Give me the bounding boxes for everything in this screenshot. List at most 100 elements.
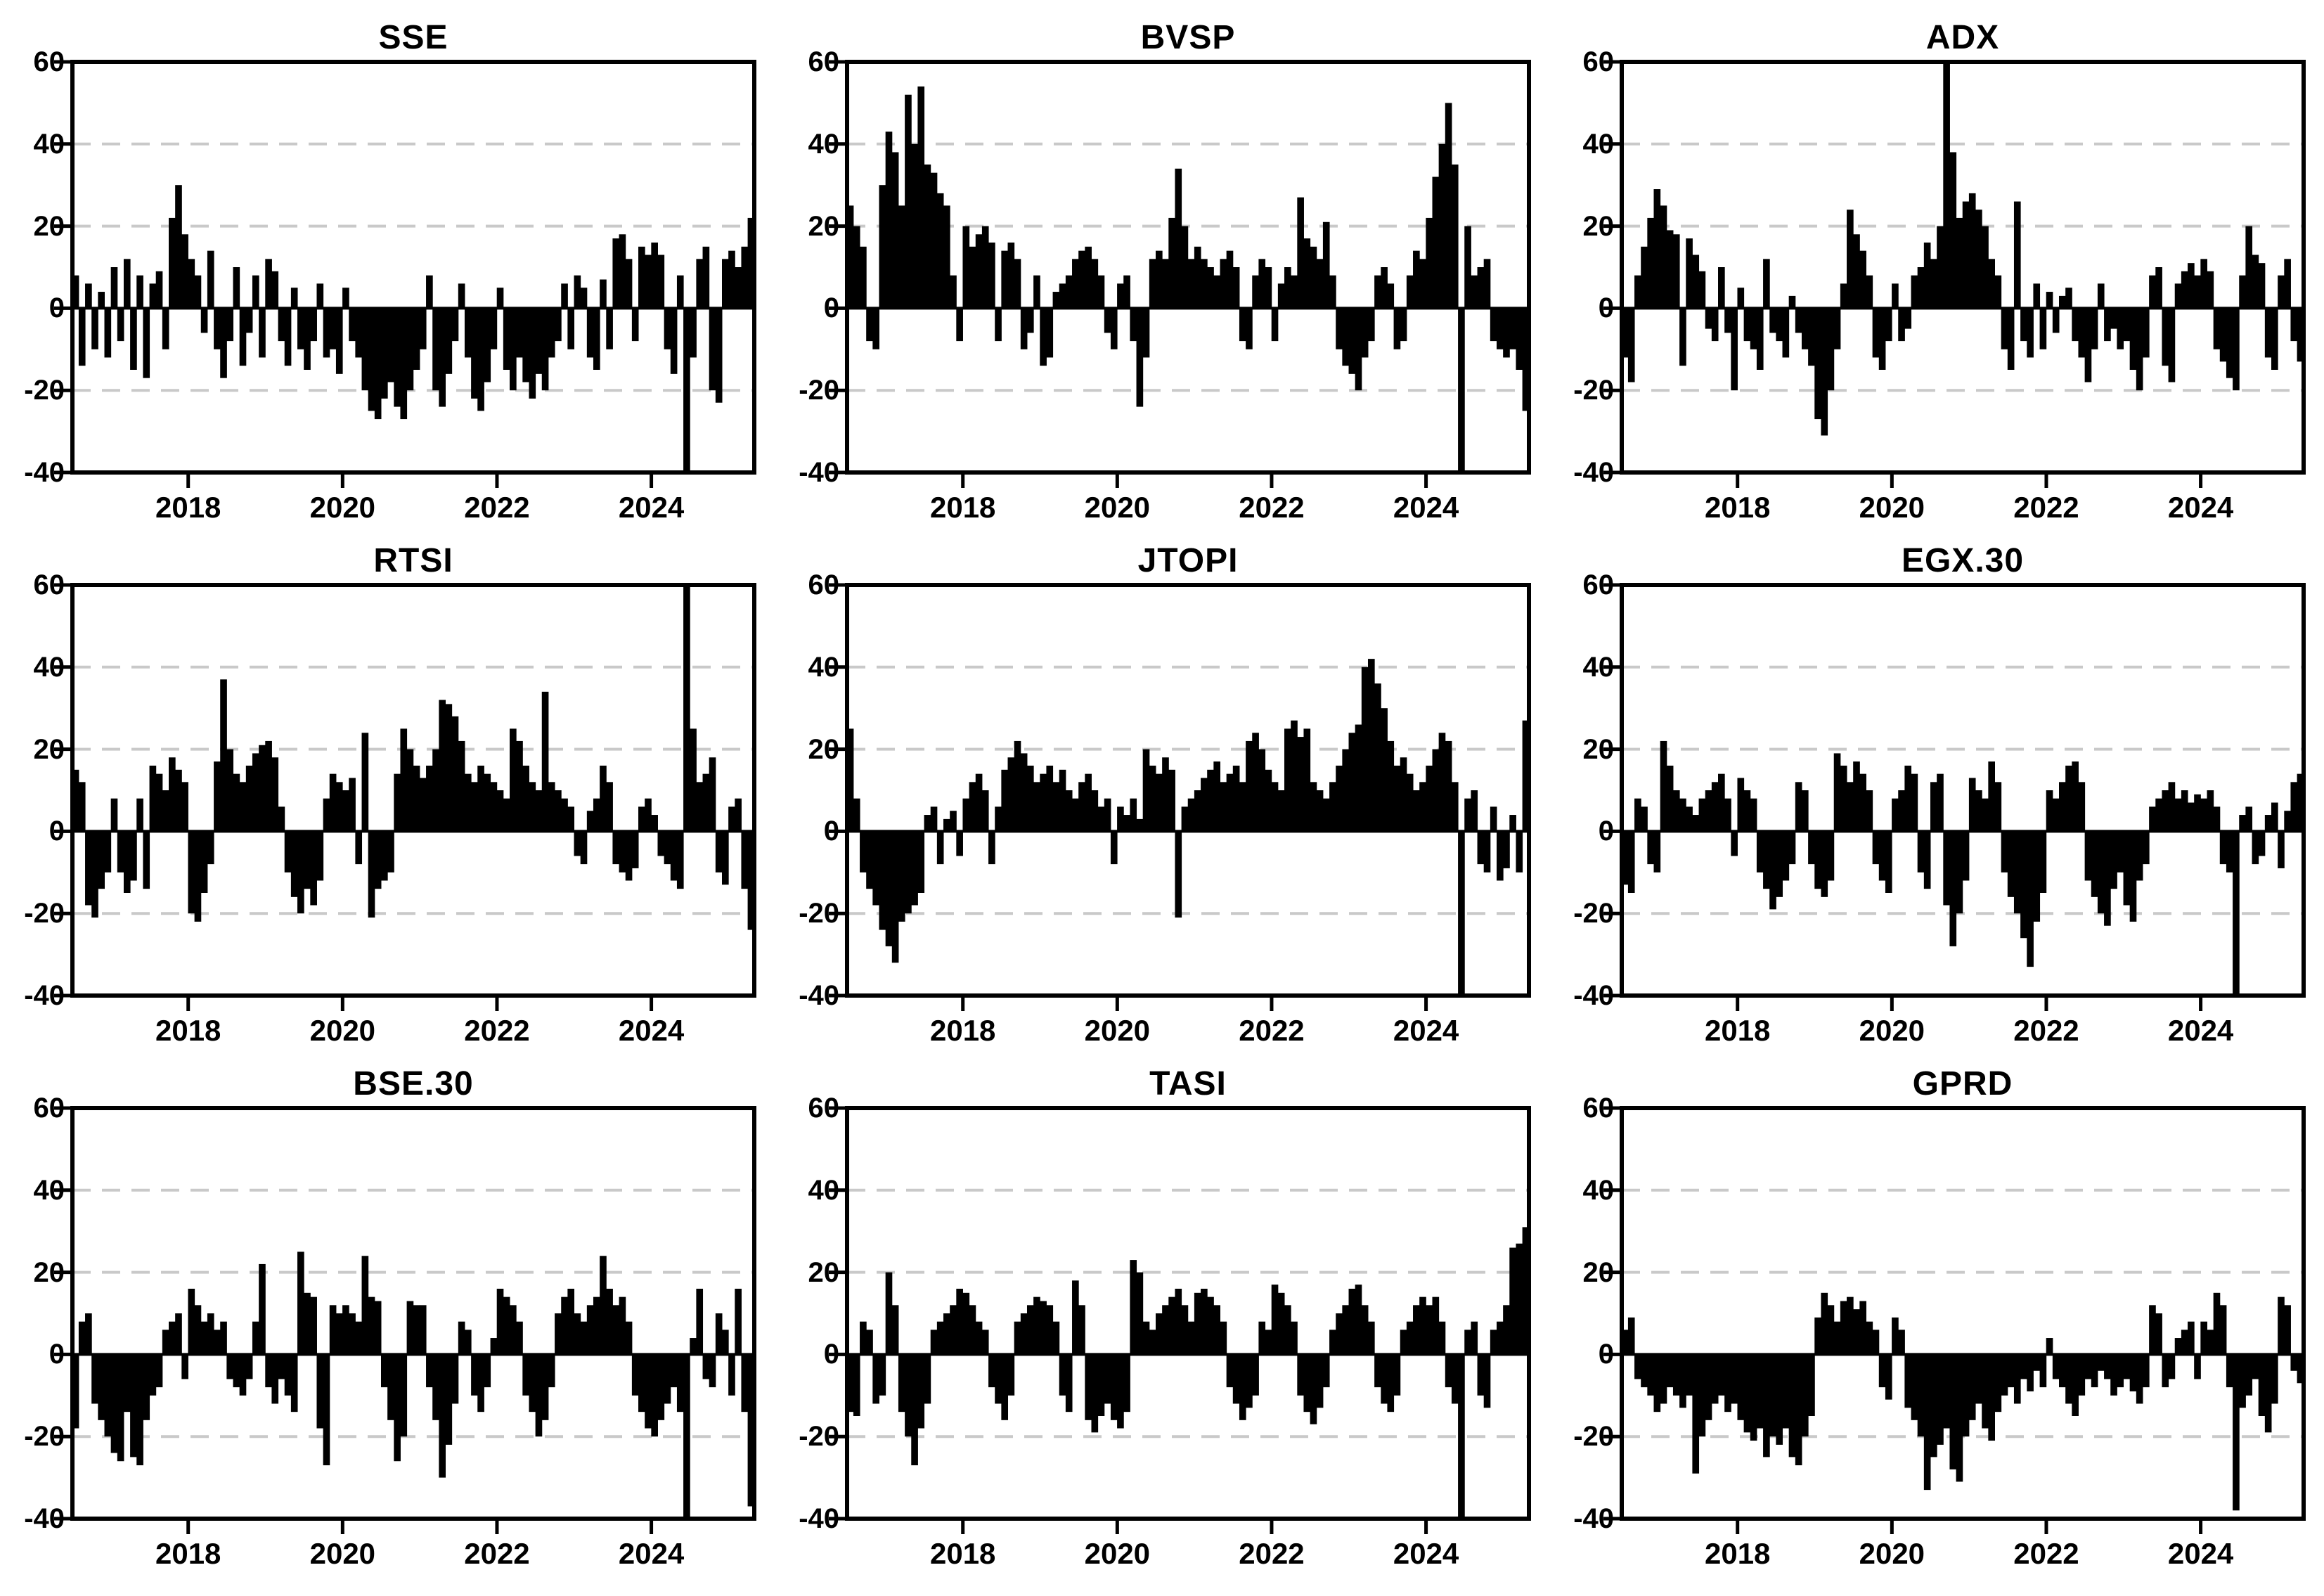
- bar: [2290, 308, 2298, 342]
- bar: [1406, 773, 1414, 832]
- bar: [162, 1330, 169, 1355]
- bar: [1692, 815, 1700, 832]
- bar: [406, 308, 414, 391]
- bar: [1471, 1321, 1478, 1355]
- bar: [709, 1354, 716, 1388]
- bar: [1885, 308, 1892, 342]
- bar: [1949, 831, 1957, 946]
- bar: [1052, 1321, 1060, 1355]
- bar: [445, 704, 453, 832]
- bar: [207, 831, 214, 865]
- bar: [2001, 308, 2008, 349]
- bar: [715, 308, 723, 403]
- y-tick-label: -40: [24, 457, 65, 488]
- bar: [1769, 308, 1776, 333]
- bar: [905, 1354, 912, 1437]
- bar: [1040, 773, 1047, 832]
- y-tick-label: 20: [33, 733, 65, 765]
- bar: [1297, 197, 1304, 309]
- bar: [175, 1313, 182, 1355]
- bar: [1853, 1309, 1860, 1355]
- bar: [2284, 811, 2291, 832]
- chart-title: ADX: [1925, 19, 2000, 56]
- bar: [1252, 275, 1259, 309]
- bar: [1641, 1354, 1648, 1388]
- y-tick-label: 60: [1582, 46, 1615, 77]
- bars-group: [846, 659, 1530, 996]
- bar: [136, 798, 143, 832]
- bar: [1968, 193, 1976, 309]
- bar: [381, 1354, 388, 1388]
- y-tick-label: -40: [799, 1503, 839, 1534]
- bar: [1660, 740, 1667, 832]
- y-tick-label: 60: [1582, 1093, 1615, 1124]
- bar: [1923, 242, 1931, 309]
- bar: [1892, 283, 1899, 309]
- bar: [1898, 790, 1905, 832]
- bars-group: [846, 86, 1530, 472]
- y-tick-label: 20: [808, 1256, 840, 1288]
- bar: [1026, 1305, 1034, 1355]
- x-tick-label: 2020: [309, 1537, 376, 1570]
- y-tick-label: 60: [33, 569, 65, 600]
- bar: [1336, 308, 1343, 349]
- bar: [1258, 259, 1266, 309]
- bar: [1956, 1354, 1963, 1482]
- x-tick-label: 2022: [1239, 491, 1305, 524]
- bar: [1277, 1292, 1285, 1355]
- bar: [1246, 1354, 1253, 1408]
- bar: [1937, 773, 1944, 832]
- bar: [2226, 1354, 2233, 1388]
- bar: [2001, 1354, 2008, 1396]
- bar: [1020, 1313, 1028, 1355]
- bar: [516, 308, 523, 358]
- bar: [2027, 308, 2034, 358]
- bar: [2200, 1321, 2207, 1355]
- y-tick-label: -20: [24, 1421, 65, 1453]
- bar: [2020, 308, 2027, 342]
- y-tick-label: 20: [808, 210, 840, 242]
- bar: [175, 185, 182, 309]
- bar: [1672, 790, 1680, 832]
- y-tick-label: 40: [33, 651, 65, 683]
- bar: [1400, 1330, 1407, 1355]
- bar: [1686, 806, 1693, 832]
- bar: [2233, 1354, 2240, 1511]
- x-tick-label: 2022: [464, 491, 530, 524]
- bar: [1859, 250, 1866, 309]
- bar: [1698, 798, 1706, 832]
- bar: [2239, 275, 2246, 309]
- bar: [600, 765, 607, 832]
- bar: [310, 1296, 317, 1355]
- y-tick-label: 40: [33, 1174, 65, 1206]
- bar: [1994, 1354, 2002, 1412]
- bar: [1956, 831, 1963, 914]
- bar: [1187, 1321, 1195, 1355]
- bar: [432, 308, 439, 391]
- bar: [950, 1305, 957, 1355]
- bar: [529, 308, 536, 399]
- bar: [917, 86, 925, 309]
- chart-panel-rtsi: RTSI 60 40 20 0 -20 -40 2018 2020 2022 2024: [0, 523, 775, 1046]
- bar: [169, 1321, 176, 1355]
- bar: [555, 790, 562, 832]
- bar: [1271, 308, 1279, 342]
- bar: [2271, 802, 2278, 832]
- bar: [413, 308, 420, 370]
- y-tick-label: -20: [1573, 375, 1614, 406]
- bar: [1782, 1354, 1790, 1429]
- x-tick-label: 2022: [1239, 1014, 1305, 1047]
- y-tick-label: 20: [33, 1256, 65, 1288]
- bar: [1943, 62, 1950, 309]
- bar: [1277, 790, 1285, 832]
- bar: [567, 806, 575, 832]
- bar: [316, 283, 324, 309]
- bar: [2097, 1354, 2105, 1371]
- bar: [995, 308, 1002, 342]
- bar: [1516, 308, 1523, 370]
- bar: [1310, 246, 1317, 309]
- bar: [297, 308, 304, 349]
- bar: [2213, 308, 2221, 349]
- bar: [696, 259, 704, 309]
- bar: [1181, 1305, 1189, 1355]
